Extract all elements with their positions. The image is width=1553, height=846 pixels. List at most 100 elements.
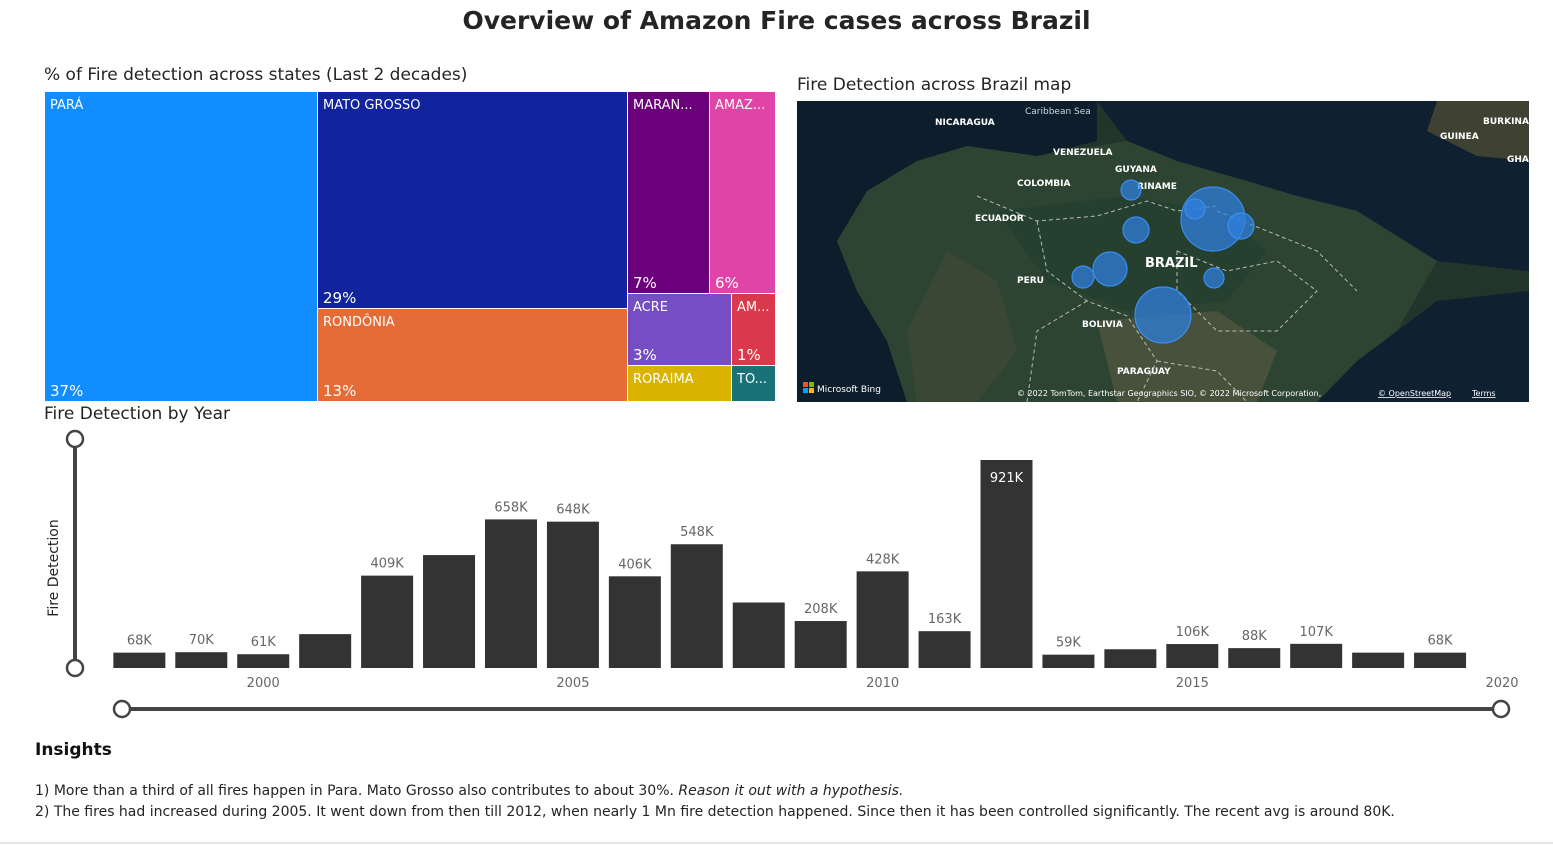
bar-2015[interactable] (1166, 644, 1219, 668)
tile-label: MATO GROSSO (323, 98, 421, 113)
map-label-paraguay: PARAGUAY (1117, 367, 1171, 377)
map-bubble-tocantins[interactable] (1203, 267, 1225, 289)
bing-logo-icon (803, 382, 814, 393)
bar-2010[interactable] (856, 571, 909, 668)
map-label-venezuela: VENEZUELA (1053, 148, 1113, 158)
data-label-2010: 428K (866, 552, 900, 567)
tile-percent: 37% (50, 382, 84, 400)
bar-2016[interactable] (1228, 648, 1281, 668)
map-bubble-acre[interactable] (1071, 265, 1095, 289)
bar-1999[interactable] (175, 652, 228, 668)
map-attribution-osm-link[interactable]: © OpenStreetMap (1378, 389, 1451, 398)
map-bubble-rondonia[interactable] (1092, 251, 1128, 287)
map-bubble-maranhao[interactable] (1227, 212, 1255, 240)
tile-percent: 13% (323, 382, 357, 400)
map-label-guyana: GUYANA (1115, 165, 1157, 175)
data-label-2015: 106K (1176, 625, 1210, 640)
tile-label: MARAN... (633, 98, 693, 113)
insight-1-italic: Reason it out with a hypothesis. (678, 783, 904, 799)
y-axis-slider-bottom-handle[interactable] (65, 658, 85, 678)
tile-percent: 6% (715, 274, 739, 292)
map-label-colombia: COLOMBIA (1017, 179, 1070, 189)
bar-2007[interactable] (670, 544, 723, 668)
bar-2018[interactable] (1352, 652, 1405, 668)
map-label-suriname: RINAME (1137, 182, 1177, 192)
bar-2013[interactable] (1042, 654, 1095, 668)
map-attribution-brand: Microsoft Bing (817, 385, 881, 395)
tile-percent: 29% (323, 289, 357, 307)
data-label-2011: 163K (928, 612, 962, 627)
bar-2006[interactable] (608, 576, 661, 668)
x-axis-slider-right-handle[interactable] (1491, 699, 1511, 719)
data-label-2002: 409K (370, 557, 404, 572)
data-label-1998: 68K (127, 634, 153, 649)
map-label-ghana: GHA (1507, 155, 1529, 165)
data-label-2007: 548K (680, 525, 714, 540)
treemap-title: % of Fire detection across states (Last … (44, 65, 468, 85)
tile-label: RORAIMA (633, 372, 694, 387)
bar-1998[interactable] (113, 652, 166, 668)
bar-2003[interactable] (423, 555, 476, 668)
treemap-tile-acre[interactable]: ACRE 3% (627, 293, 732, 366)
map-bubble-amazonas[interactable] (1122, 216, 1150, 244)
bottom-divider (0, 842, 1553, 844)
x-tick-2020: 2020 (1485, 676, 1518, 691)
map-label-burkina: BURKINA (1483, 117, 1529, 127)
tile-label: PARÁ (50, 98, 84, 113)
bar-2019[interactable] (1414, 652, 1467, 668)
bar-2001[interactable] (299, 634, 352, 668)
data-label-2000: 61K (251, 635, 277, 650)
x-tick-2005: 2005 (556, 676, 589, 691)
bar-chart-canvas: Fire Detection 68K 70K 61K 409K 658K 648K 406K… (46, 429, 1519, 719)
insight-line-1: 1) More than a third of all fires happen… (35, 783, 903, 799)
treemap-tile-amapa[interactable]: AM... 1% (731, 293, 776, 366)
map-bubble-roraima[interactable] (1120, 179, 1142, 201)
bar-2002[interactable] (361, 575, 414, 668)
map-bubble-mato-grosso[interactable] (1134, 286, 1192, 344)
bar-2012[interactable] (980, 460, 1033, 668)
bar-2005[interactable] (546, 521, 599, 668)
map-label-ecuador: ECUADOR (975, 214, 1024, 224)
map-label-nicaragua: NICARAGUA (935, 118, 995, 128)
map-attribution-terms-link[interactable]: Terms (1471, 389, 1496, 398)
treemap-tile-tocantins[interactable]: TO... (731, 365, 776, 402)
bar-chart-title: Fire Detection by Year (44, 404, 230, 424)
map-bubble-amapa[interactable] (1184, 198, 1206, 220)
report-title: Overview of Amazon Fire cases across Bra… (462, 6, 1091, 35)
bar-2009[interactable] (794, 621, 847, 668)
brazil-map[interactable]: Caribbean Sea NICARAGUA VENEZUELA GUYANA… (797, 101, 1529, 402)
data-label-2016: 88K (1242, 629, 1268, 644)
map-canvas[interactable]: Caribbean Sea NICARAGUA VENEZUELA GUYANA… (797, 101, 1529, 402)
map-label-bolivia: BOLIVIA (1082, 320, 1123, 330)
map-attribution-copyright: © 2022 TomTom, Earthstar Geographics SIO… (1017, 389, 1321, 398)
data-label-2005: 648K (556, 503, 590, 518)
bar-2011[interactable] (918, 631, 971, 668)
treemap-tile-maranhao[interactable]: MARAN... 7% (627, 91, 710, 294)
tile-label: AM... (737, 300, 770, 315)
tile-percent: 3% (633, 346, 657, 364)
bar-2000[interactable] (237, 654, 290, 668)
bar-2008[interactable] (732, 602, 785, 668)
treemap-tile-amazonas[interactable]: AMAZ... 6% (709, 91, 776, 294)
tile-label: RONDÔNIA (323, 315, 395, 330)
state-treemap[interactable]: PARÁ 37% MATO GROSSO 29% RONDÔNIA 13% MA… (44, 91, 776, 402)
data-label-2012: 921K (990, 471, 1024, 486)
fire-by-year-chart[interactable]: Fire Detection 68K 70K 61K 409K 658K 648K 406K… (40, 428, 1540, 728)
data-label-2017: 107K (1300, 625, 1334, 640)
map-label-caribbean-sea: Caribbean Sea (1025, 107, 1091, 117)
treemap-tile-roraima[interactable]: RORAIMA (627, 365, 732, 402)
bar-2004[interactable] (484, 519, 537, 668)
x-tick-2000: 2000 (247, 676, 280, 691)
tile-label: AMAZ... (715, 98, 766, 113)
bar-2014[interactable] (1104, 649, 1157, 668)
treemap-tile-para[interactable]: PARÁ 37% (44, 91, 318, 402)
treemap-tile-rondonia[interactable]: RONDÔNIA 13% (317, 308, 628, 402)
tile-label: ACRE (633, 300, 668, 315)
bar-2017[interactable] (1290, 643, 1343, 668)
x-axis-slider-left-handle[interactable] (112, 699, 132, 719)
data-label-2013: 59K (1056, 636, 1082, 651)
y-axis-slider-top-handle[interactable] (65, 429, 85, 449)
map-label-peru: PERU (1017, 276, 1044, 286)
data-label-2004: 658K (494, 500, 528, 515)
treemap-tile-mato-grosso[interactable]: MATO GROSSO 29% (317, 91, 628, 309)
